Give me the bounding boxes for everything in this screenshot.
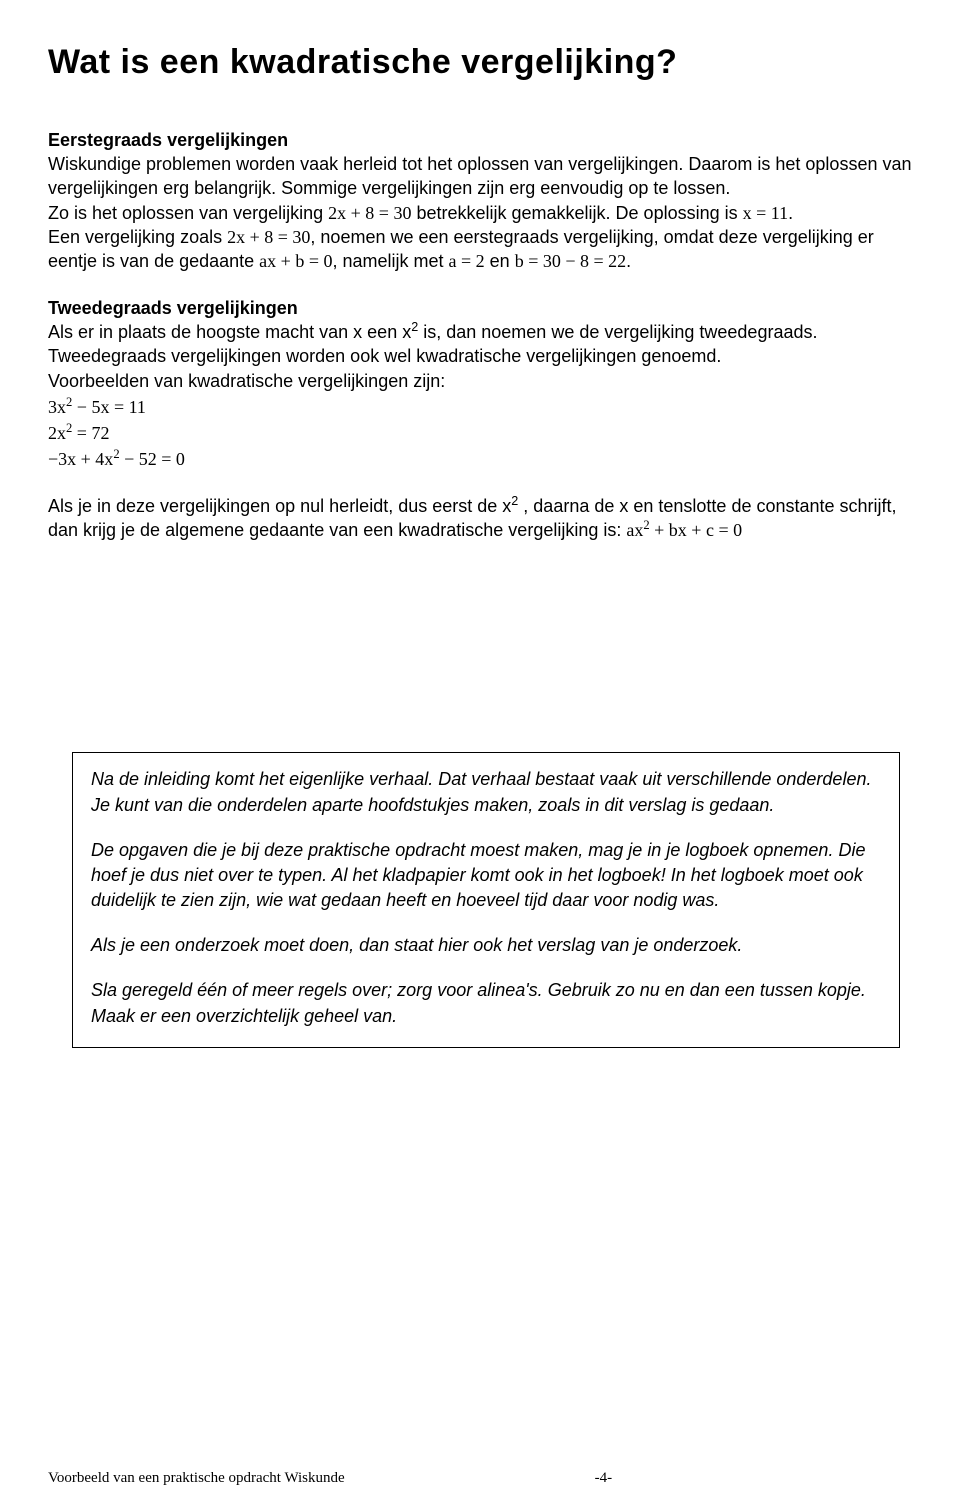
- eq-part: 2x: [48, 423, 66, 443]
- box-paragraph: Na de inleiding komt het eigenlijke verh…: [91, 767, 881, 817]
- text: Zo is het oplossen van vergelijking: [48, 203, 328, 223]
- page-footer: Voorbeeld van een praktische opdracht Wi…: [48, 1468, 912, 1488]
- equation: b = 30 − 8 = 22: [515, 251, 626, 271]
- equation-examples: 3x2 − 5x = 11 2x2 = 72 −3x + 4x2 − 52 = …: [48, 395, 912, 472]
- text: , namelijk met: [332, 251, 448, 271]
- heading-tweedegraads: Tweedegraads vergelijkingen: [48, 296, 912, 320]
- instruction-box: Na de inleiding komt het eigenlijke verh…: [72, 752, 900, 1048]
- box-paragraph: Sla geregeld één of meer regels over; zo…: [91, 978, 881, 1028]
- text: Een vergelijking zoals: [48, 227, 227, 247]
- eq-part: − 52 = 0: [120, 449, 185, 469]
- equation: 3x2 − 5x = 11: [48, 395, 912, 419]
- equation: x = 11: [743, 203, 788, 223]
- eq-part: −3x + 4x: [48, 449, 113, 469]
- text: Als er in plaats de hoogste macht van x …: [48, 322, 411, 342]
- text: betrekkelijk gemakkelijk. De oplossing i…: [411, 203, 742, 223]
- equation: a = 2: [449, 251, 485, 271]
- heading-eerstegraads: Eerstegraads vergelijkingen: [48, 128, 912, 152]
- section-tweedegraads: Tweedegraads vergelijkingen Als er in pl…: [48, 296, 912, 472]
- section-eerstegraads: Eerstegraads vergelijkingen Wiskundige p…: [48, 128, 912, 274]
- page-title: Wat is een kwadratische vergelijking?: [48, 40, 912, 86]
- text: Wiskundige problemen worden vaak herleid…: [48, 154, 912, 198]
- paragraph-text: Als er in plaats de hoogste macht van x …: [48, 320, 912, 393]
- paragraph-text: Wiskundige problemen worden vaak herleid…: [48, 152, 912, 273]
- equation: −3x + 4x2 − 52 = 0: [48, 447, 912, 471]
- equation: 2x2 = 72: [48, 421, 912, 445]
- equation: ax2 + bx + c = 0: [626, 520, 742, 540]
- eq-part: 3x: [48, 397, 66, 417]
- equation: 2x + 8 = 30: [328, 203, 411, 223]
- eq-part: ax: [626, 520, 643, 540]
- paragraph-general-form: Als je in deze vergelijkingen op nul her…: [48, 494, 912, 543]
- eq-part: − 5x = 11: [72, 397, 146, 417]
- eq-part: = 72: [72, 423, 109, 443]
- box-paragraph: Als je een onderzoek moet doen, dan staa…: [91, 933, 881, 958]
- text: en: [485, 251, 515, 271]
- text: Als je in deze vergelijkingen op nul her…: [48, 496, 511, 516]
- text: .: [626, 251, 631, 271]
- text: .: [788, 203, 793, 223]
- eq-part: + bx + c = 0: [650, 520, 742, 540]
- page-number: -4-: [595, 1468, 613, 1488]
- box-paragraph: De opgaven die je bij deze praktische op…: [91, 838, 881, 914]
- paragraph-text: Als je in deze vergelijkingen op nul her…: [48, 494, 912, 543]
- equation: ax + b = 0: [259, 251, 332, 271]
- equation: 2x + 8 = 30: [227, 227, 310, 247]
- footer-left: Voorbeeld van een praktische opdracht Wi…: [48, 1468, 345, 1488]
- text: Voorbeelden van kwadratische vergelijkin…: [48, 371, 445, 391]
